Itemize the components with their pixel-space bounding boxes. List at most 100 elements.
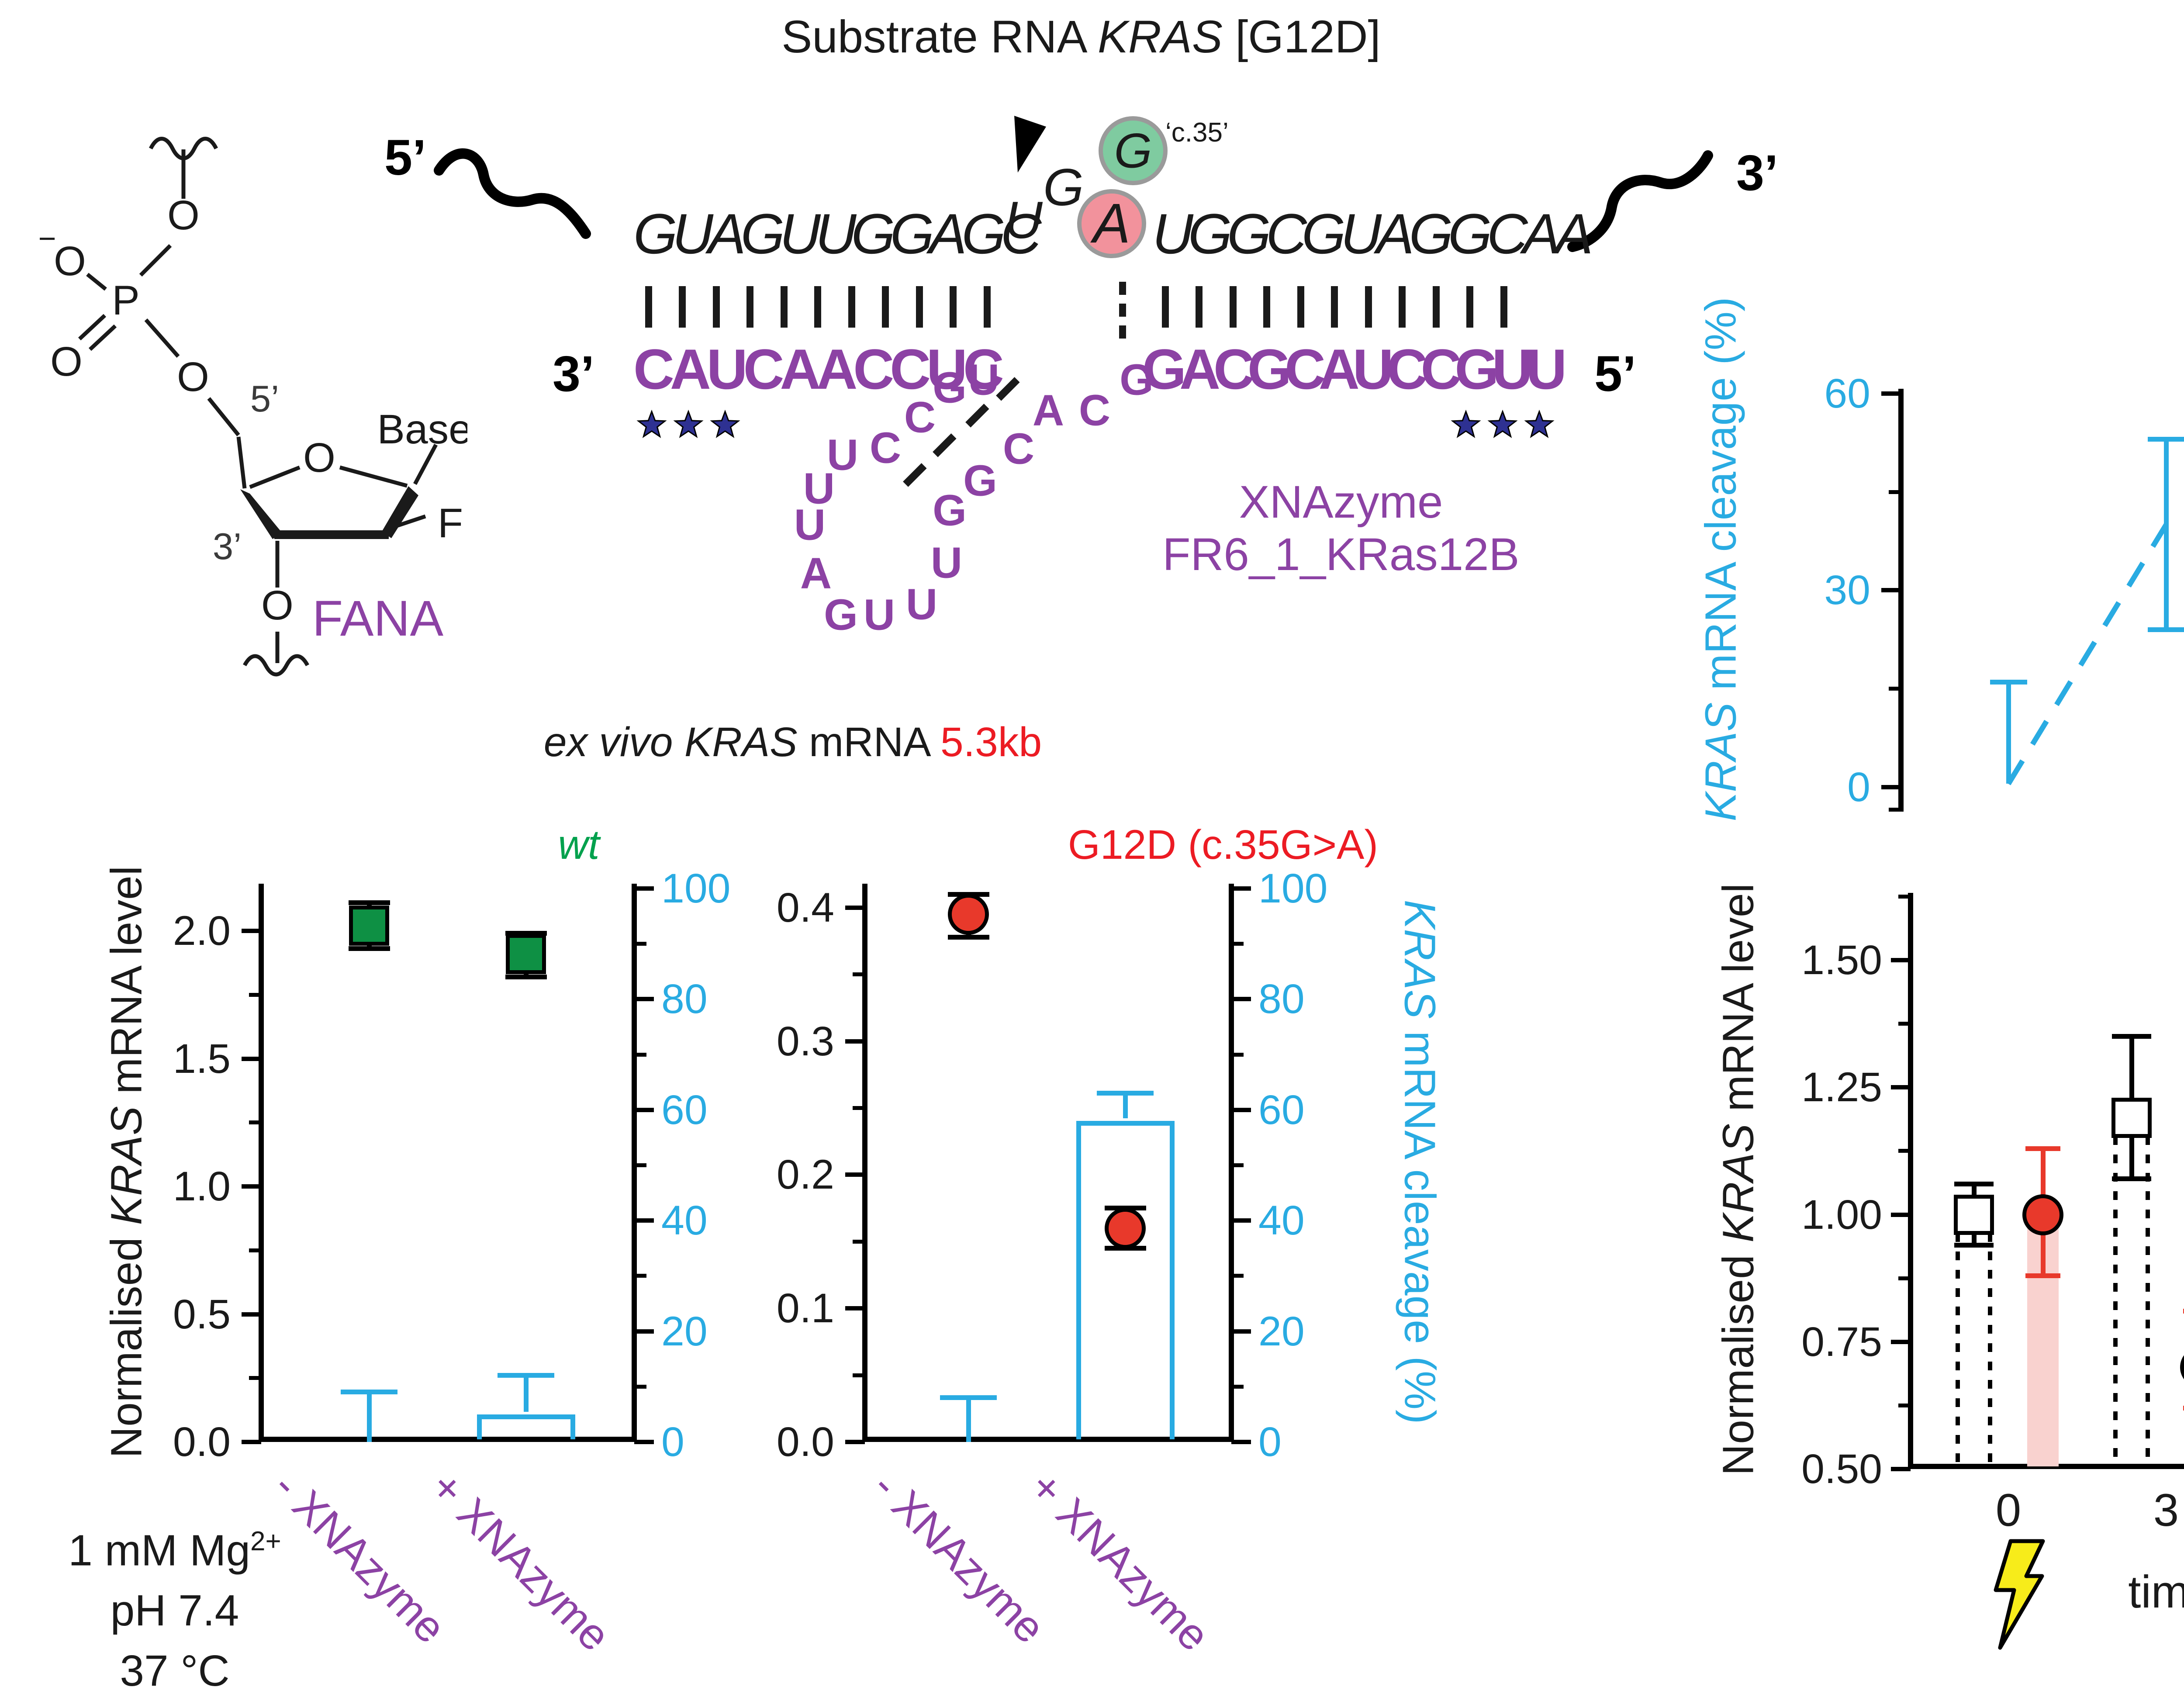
y-tick-label: 0 xyxy=(1770,761,1870,813)
minor-tick xyxy=(634,1385,646,1389)
cleavage-whisker xyxy=(966,1398,971,1442)
square-drop-dotted-right xyxy=(1988,1215,1992,1467)
plus-xnazyme-point xyxy=(2180,1347,2184,1388)
major-tick xyxy=(242,1057,261,1061)
fana-o-3: O xyxy=(261,582,294,629)
squiggle-rna-right xyxy=(1572,156,1708,247)
plus-xnazyme-point xyxy=(2022,1194,2063,1235)
major-tick xyxy=(634,886,654,891)
minor-tick xyxy=(1231,1385,1244,1389)
minor-tick xyxy=(1231,1274,1244,1278)
top-strand-right: UGGCGUAGGCAA xyxy=(1152,201,1588,266)
substrate-title-pre: Substrate RNA xyxy=(781,11,1098,62)
y-tick-label-right: 80 xyxy=(1258,973,1305,1025)
y-tick-label-left: 0.3 xyxy=(734,1015,834,1068)
minus-xnazyme-point xyxy=(2111,1098,2152,1138)
major-tick xyxy=(1231,997,1251,1001)
cleavage-bar xyxy=(1076,1121,1175,1439)
minor-tick xyxy=(249,1248,261,1252)
minor-tick xyxy=(1231,942,1244,946)
square-errbar-cap-bottom xyxy=(2112,1176,2151,1181)
raised-u: U xyxy=(1005,190,1037,250)
loop-nucleotide: G xyxy=(824,590,858,640)
y-tick-label: 1.25 xyxy=(1786,1061,1882,1113)
xnazyme-arm-right: GACGCAUCCGUU xyxy=(1142,336,1560,402)
major-tick xyxy=(1231,886,1251,891)
ex-vivo-ylabel-right: KRAS mRNA cleavage (%) xyxy=(1395,900,1445,1424)
loop-nucleotide: G xyxy=(1120,355,1154,405)
minor-tick xyxy=(1898,1149,1911,1153)
loop-nucleotide: U xyxy=(931,538,962,588)
major-tick xyxy=(242,1312,261,1317)
squiggle-rna-left xyxy=(439,154,586,234)
loop-nucleotide: C xyxy=(870,423,901,474)
y-tick-label-right: 40 xyxy=(661,1194,708,1247)
fana-o-5: O xyxy=(177,354,209,400)
substrate-5prime-left: 5’ xyxy=(384,129,426,187)
substrate-3prime-right: 3’ xyxy=(1736,144,1778,202)
x-axis xyxy=(259,1437,637,1442)
major-tick xyxy=(634,1218,654,1223)
y-axis-right xyxy=(1229,884,1234,1442)
lightning-bolt-icon xyxy=(1985,1538,2060,1656)
minor-tick xyxy=(853,1240,865,1244)
cleavage-whisker-cap xyxy=(1097,1091,1154,1096)
condition-mg: 1 mM Mg2+ xyxy=(52,1511,297,1580)
major-tick xyxy=(634,1329,654,1334)
major-tick xyxy=(1231,1329,1251,1334)
major-tick xyxy=(845,1039,865,1044)
y-axis-right xyxy=(632,884,637,1442)
major-tick xyxy=(634,1440,654,1444)
cleavage-arrowhead xyxy=(1014,116,1046,173)
y-axis-left xyxy=(862,884,867,1442)
mrna-errbar-cap-bottom xyxy=(948,935,989,940)
major-tick xyxy=(845,1172,865,1177)
base-pair-lines xyxy=(645,282,1507,339)
minor-tick xyxy=(1898,1404,1911,1407)
mrna-marker xyxy=(349,906,389,946)
y-tick-label-left: 0.5 xyxy=(130,1288,231,1341)
minor-tick xyxy=(634,942,646,946)
minor-tick xyxy=(634,1274,646,1278)
reaction-conditions: 1 mM Mg2+ pH 7.4 37 °C xyxy=(52,1511,297,1701)
cleavage-whisker xyxy=(524,1376,529,1412)
major-tick xyxy=(1891,958,1911,962)
mrna-marker xyxy=(506,934,546,974)
loop-nucleotide: C xyxy=(1003,424,1034,474)
minor-tick xyxy=(1898,1022,1911,1026)
y-tick-label: 30 xyxy=(1770,564,1870,616)
loop-nucleotide: U xyxy=(864,590,895,640)
square-errbar-cap-bottom xyxy=(1954,1243,1994,1248)
y-tick-label-right: 0 xyxy=(661,1416,684,1468)
major-tick xyxy=(1891,1085,1911,1089)
cleavage-whisker-cap xyxy=(341,1390,397,1394)
minor-tick xyxy=(249,1120,261,1124)
arm-5prime-label: 5’ xyxy=(1594,345,1636,403)
in-vivo-title: in vivo KRAS mRNA 5.3kb xyxy=(2140,194,2184,242)
y-axis xyxy=(1908,893,1913,1469)
raised-g: G xyxy=(1043,157,1078,218)
major-tick xyxy=(845,1440,865,1444)
in-vivo-xlabel: time post transfection (h) xyxy=(2097,1566,2184,1618)
cleavage-whisker xyxy=(1123,1093,1128,1118)
mrna-errbar-cap-bottom xyxy=(349,946,390,951)
y-tick-label: 1.50 xyxy=(1786,934,1882,986)
loop-nucleotide: G xyxy=(933,486,967,536)
in-vivo-mrna-chart: 0.500.751.001.251.50036122448 xyxy=(1901,893,2184,1548)
y-tick-label-left: 0.1 xyxy=(734,1282,834,1335)
major-tick xyxy=(634,997,654,1001)
major-tick xyxy=(1231,1108,1251,1112)
cleavage-errbar-line xyxy=(2006,682,2011,784)
ex-vivo-kras: KRAS xyxy=(684,719,798,765)
major-tick xyxy=(845,1306,865,1310)
loop-nucleotide: A xyxy=(1033,386,1064,436)
substrate-title-post: [G12D] xyxy=(1223,11,1381,62)
minor-tick xyxy=(853,1373,865,1377)
major-tick xyxy=(242,1440,261,1444)
mrna-errbar-cap-top xyxy=(349,900,390,905)
minor-tick xyxy=(1898,1276,1911,1280)
y-tick-label-left: 0.0 xyxy=(734,1416,834,1468)
g12d-subtitle: G12D (c.35G>A) xyxy=(1048,821,1398,869)
